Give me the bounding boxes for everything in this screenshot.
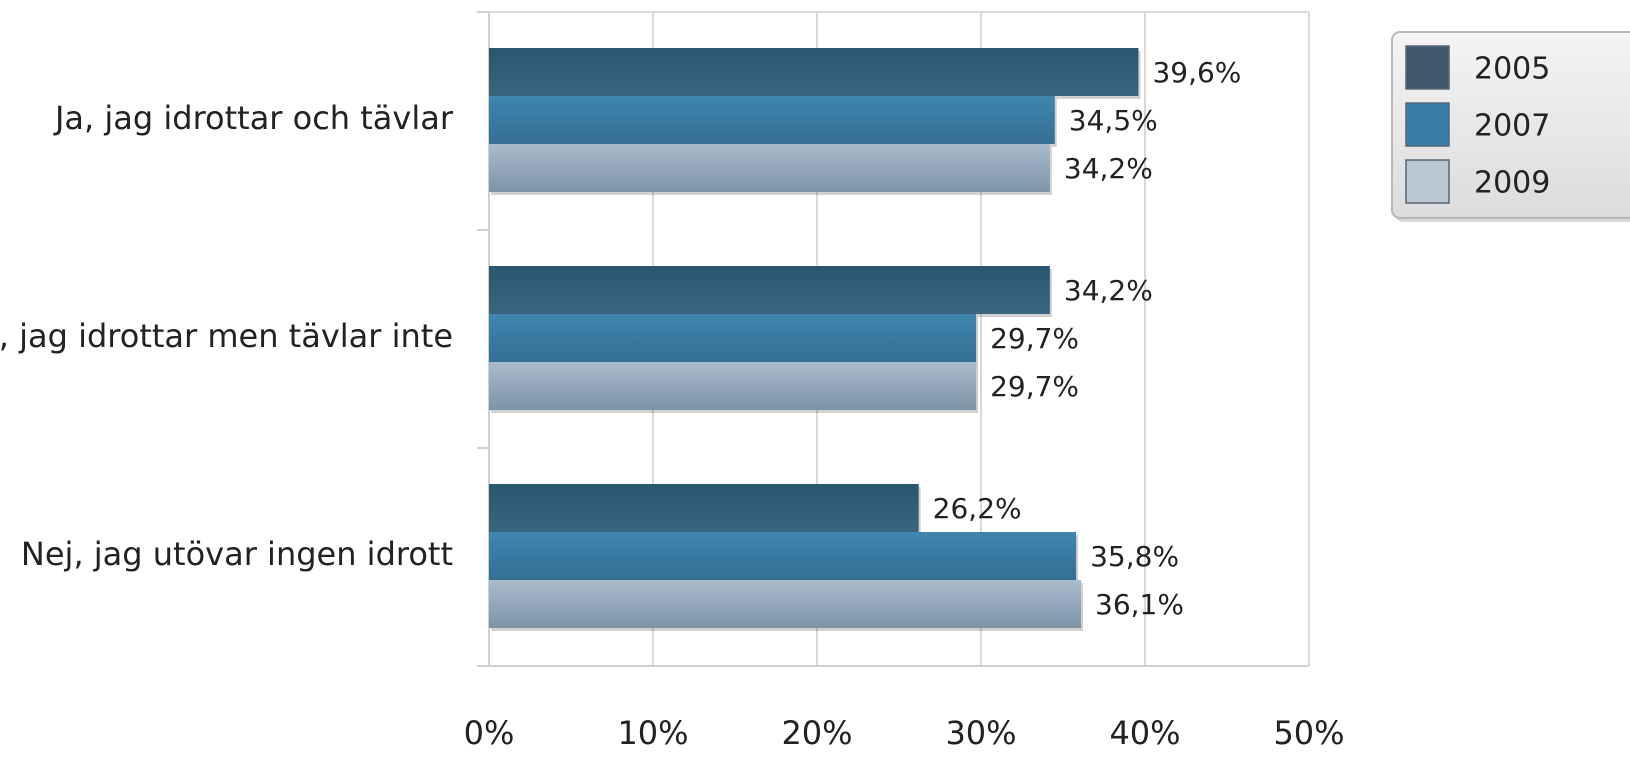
bar-2009: [489, 362, 977, 410]
bar-2005: [489, 484, 919, 532]
legend-swatch-2005: [1405, 45, 1450, 90]
bar-2009: [489, 580, 1082, 628]
x-tick-label: 0%: [464, 714, 515, 752]
data-label: 29,7%: [990, 370, 1079, 403]
data-label: 29,7%: [990, 322, 1079, 355]
x-tick-label: 50%: [1273, 714, 1344, 752]
x-tick-label: 10%: [617, 714, 688, 752]
legend-swatch-2007: [1405, 102, 1450, 147]
legend-box: [1391, 31, 1630, 219]
x-tick-label: 40%: [1109, 714, 1180, 752]
legend: 2005 2007 2009: [1391, 31, 1630, 222]
data-label: 36,1%: [1095, 588, 1184, 621]
data-label: 34,5%: [1069, 104, 1158, 137]
bar-2005: [489, 266, 1050, 314]
bar-2007: [489, 532, 1077, 580]
labels: 0% 10% 20% 30% 40% 50% Ja, jag idrottar och tä…: [0, 56, 1345, 752]
category-label: Ja, jag idrottar och tävlar: [53, 99, 454, 137]
legend-label: 2007: [1474, 109, 1550, 144]
legend-label: 2005: [1474, 52, 1550, 87]
x-tick-label: 30%: [945, 714, 1016, 752]
data-label: 34,2%: [1064, 152, 1153, 185]
category-label: Nej, jag utövar ingen idrott: [21, 535, 453, 573]
data-label: 35,8%: [1090, 540, 1179, 573]
legend-label: 2009: [1474, 166, 1550, 201]
bar-2007: [489, 96, 1055, 144]
legend-swatch-2009: [1405, 159, 1450, 204]
bars: [489, 48, 1141, 631]
bar-2009: [489, 144, 1050, 192]
data-label: 34,2%: [1064, 274, 1153, 307]
bar-2007: [489, 314, 977, 362]
x-tick-label: 20%: [781, 714, 852, 752]
category-label: Ja, jag idrottar men tävlar inte: [0, 317, 453, 355]
bar-2005: [489, 48, 1139, 96]
data-label: 39,6%: [1152, 56, 1241, 89]
data-label: 26,2%: [933, 492, 1022, 525]
